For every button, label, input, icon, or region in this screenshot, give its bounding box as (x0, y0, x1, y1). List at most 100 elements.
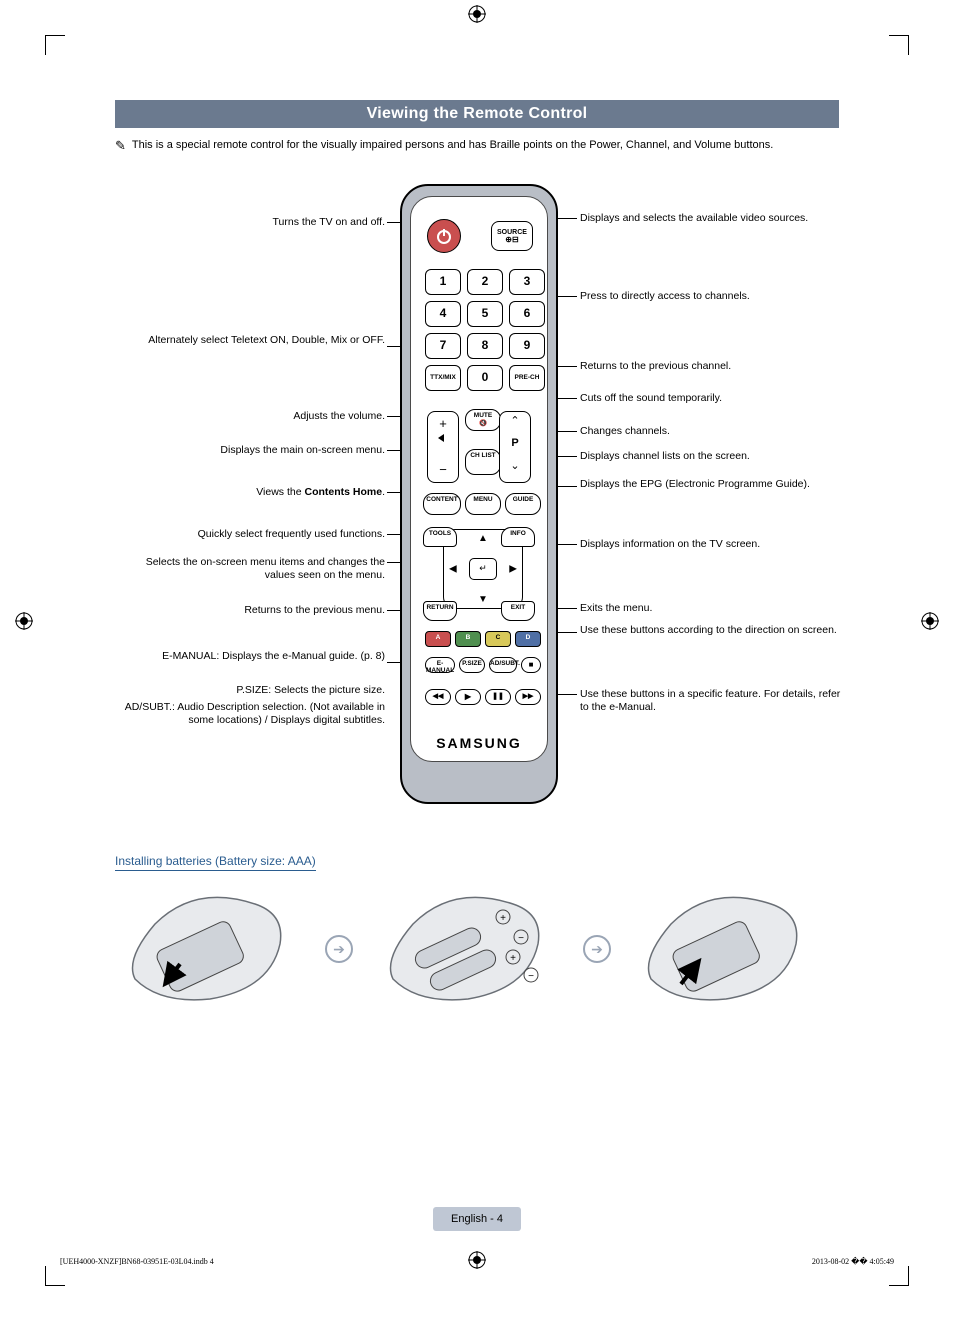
label-emanual: E-MANUAL: Displays the e-Manual guide. (… (115, 650, 385, 663)
battery-step3-icon (631, 889, 821, 1009)
label-prech: Returns to the previous channel. (580, 360, 850, 373)
ttxmix-button: TTX/MIX (425, 365, 461, 391)
rewind-button: ◀◀ (425, 689, 451, 705)
label-select: Selects the on-screen menu items and cha… (115, 556, 385, 582)
label-ttx: Alternately select Teletext ON, Double, … (115, 334, 385, 347)
label-content-prefix: Views the (256, 486, 304, 498)
num-8: 8 (467, 333, 503, 359)
label-info: Displays information on the TV screen. (580, 538, 850, 551)
source-icon: ⊕⊟ (505, 236, 518, 245)
label-return: Returns to the previous menu. (115, 604, 385, 617)
vol-up-icon: + (428, 416, 458, 431)
mute-icon: 🔇 (479, 420, 487, 427)
vol-down-icon: − (428, 462, 458, 477)
info-button: INFO (501, 527, 535, 547)
registration-mark-icon (468, 5, 486, 23)
step-arrow-icon: ➔ (583, 935, 611, 963)
volume-rocker: + − (427, 411, 459, 483)
remote-body: SOURCE ⊕⊟ 1 2 3 4 5 6 7 8 9 TTX/MIX 0 PR… (400, 184, 558, 804)
emanual-button: E-MANUAL (425, 657, 455, 673)
nav-up-icon: ▲ (478, 533, 488, 544)
note-icon: ✎ (115, 138, 126, 154)
content-button: CONTENT (423, 493, 461, 515)
label-numbers: Press to directly access to channels. (580, 290, 850, 303)
nav-right-icon: ▶ (509, 564, 517, 575)
p-label: P (500, 437, 530, 449)
adsubt-button: AD/SUBT. (489, 657, 517, 673)
crop-mark (45, 35, 46, 55)
doc-footer: [UEH4000-XNZF]BN68-03951E-03L04.indb 4 2… (60, 1257, 894, 1266)
channel-rocker: ⌃ P ⌄ (499, 411, 531, 483)
nav-left-icon: ◀ (449, 564, 457, 575)
page-number-badge: English - 4 (433, 1207, 521, 1231)
psize-button: P.SIZE (459, 657, 485, 673)
pause-button: ❚❚ (485, 689, 511, 705)
doc-filename: [UEH4000-XNZF]BN68-03951E-03L04.indb 4 (60, 1257, 214, 1266)
color-d-button: D (515, 631, 541, 647)
note-row: ✎ This is a special remote control for t… (115, 138, 839, 154)
remote-inner: SOURCE ⊕⊟ 1 2 3 4 5 6 7 8 9 TTX/MIX 0 PR… (410, 196, 548, 762)
section-header: Viewing the Remote Control (115, 100, 839, 128)
play-button: ▶ (455, 689, 481, 705)
crop-mark (889, 35, 909, 36)
power-button (427, 219, 461, 253)
mute-label: MUTE (474, 412, 492, 419)
note-text: This is a special remote control for the… (132, 138, 773, 154)
label-playback: Use these buttons in a specific feature.… (580, 688, 850, 714)
prech-button: PRE-CH (509, 365, 545, 391)
label-colors: Use these buttons according to the direc… (580, 624, 850, 637)
battery-step1-icon (115, 889, 305, 1009)
mute-button: MUTE🔇 (465, 409, 501, 431)
svg-text:−: − (518, 933, 524, 944)
tools-button: TOOLS (423, 527, 457, 547)
svg-text:−: − (528, 971, 534, 982)
crop-mark (908, 1266, 909, 1286)
remote-diagram: Turns the TV on and off. Alternately sel… (115, 184, 839, 824)
crop-mark (45, 1266, 46, 1286)
battery-step-1 (115, 889, 305, 1009)
forward-button: ▶▶ (515, 689, 541, 705)
step-arrow-icon: ➔ (325, 935, 353, 963)
exit-button: EXIT (501, 601, 535, 621)
color-c-button: C (485, 631, 511, 647)
label-mute: Cuts off the sound temporarily. (580, 392, 850, 405)
battery-step-2: + − + − (373, 889, 563, 1009)
chlist-label: CH LIST (470, 452, 495, 459)
color-a-button: A (425, 631, 451, 647)
crop-mark (45, 1285, 65, 1286)
label-power: Turns the TV on and off. (115, 216, 385, 229)
num-7: 7 (425, 333, 461, 359)
ch-up-icon: ⌃ (500, 414, 530, 427)
label-guide: Displays the EPG (Electronic Programme G… (580, 478, 850, 491)
guide-button: GUIDE (505, 493, 541, 515)
crop-mark (45, 35, 65, 36)
stop-button: ■ (521, 657, 541, 673)
num-0: 0 (467, 365, 503, 391)
ch-down-icon: ⌄ (500, 459, 530, 472)
label-tools: Quickly select frequently used functions… (115, 528, 385, 541)
svg-text:+: + (510, 953, 516, 964)
num-5: 5 (467, 301, 503, 327)
menu-button: MENU (465, 493, 501, 515)
num-6: 6 (509, 301, 545, 327)
num-3: 3 (509, 269, 545, 295)
nav-down-icon: ▼ (478, 594, 488, 605)
crop-mark (908, 35, 909, 55)
chlist-button: CH LIST (465, 449, 501, 475)
svg-text:+: + (500, 913, 506, 924)
label-exit: Exits the menu. (580, 602, 850, 615)
source-button: SOURCE ⊕⊟ (491, 221, 533, 251)
crop-mark (889, 1285, 909, 1286)
label-chlist: Displays channel lists on the screen. (580, 450, 850, 463)
num-4: 4 (425, 301, 461, 327)
num-9: 9 (509, 333, 545, 359)
brand-logo: SAMSUNG (411, 735, 547, 751)
page-footer: English - 4 (0, 1207, 954, 1231)
label-content-bold: Contents Home (304, 486, 382, 498)
enter-icon: ↵ (470, 563, 496, 574)
battery-step2-icon: + − + − (373, 889, 563, 1009)
label-adsubt: AD/SUBT.: Audio Description selection. (… (115, 701, 385, 727)
return-button: RETURN (423, 601, 457, 621)
color-b-button: B (455, 631, 481, 647)
battery-heading: Installing batteries (Battery size: AAA) (115, 854, 316, 871)
